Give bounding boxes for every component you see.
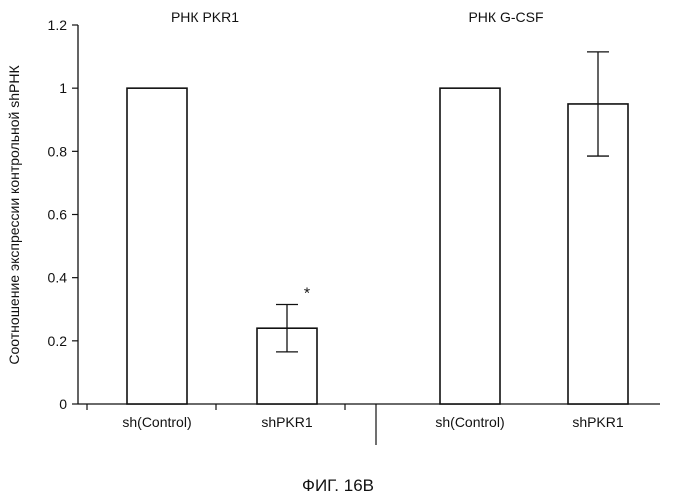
y-axis-label: Соотношение экспрессии контрольной shРНК xyxy=(6,65,22,365)
x-tick-label: shPKR1 xyxy=(261,414,313,430)
labels: РНК PKR1 sh(Control) * shPKR1 РНК G-CSF sh(Co… xyxy=(122,9,624,430)
group-title: РНК PKR1 xyxy=(171,9,239,25)
x-tick-label: shPKR1 xyxy=(572,414,624,430)
y-tick-label: 1.2 xyxy=(48,17,68,33)
significance-marker: * xyxy=(304,286,310,303)
bars xyxy=(127,88,628,404)
bar xyxy=(440,88,500,404)
y-tick-label: 0 xyxy=(59,396,67,412)
bar xyxy=(127,88,187,404)
group-title: РНК G-CSF xyxy=(468,9,543,25)
y-tick-label: 0.8 xyxy=(48,143,68,159)
x-tick-label: sh(Control) xyxy=(435,414,504,430)
y-tick-label: 0.4 xyxy=(48,270,68,286)
y-tick-label: 1 xyxy=(59,80,67,96)
x-tick-label: sh(Control) xyxy=(122,414,191,430)
figure-caption: ФИГ. 16В xyxy=(302,476,374,495)
y-tick-label: 0.2 xyxy=(48,333,68,349)
y-tick-label: 0.6 xyxy=(48,207,68,223)
